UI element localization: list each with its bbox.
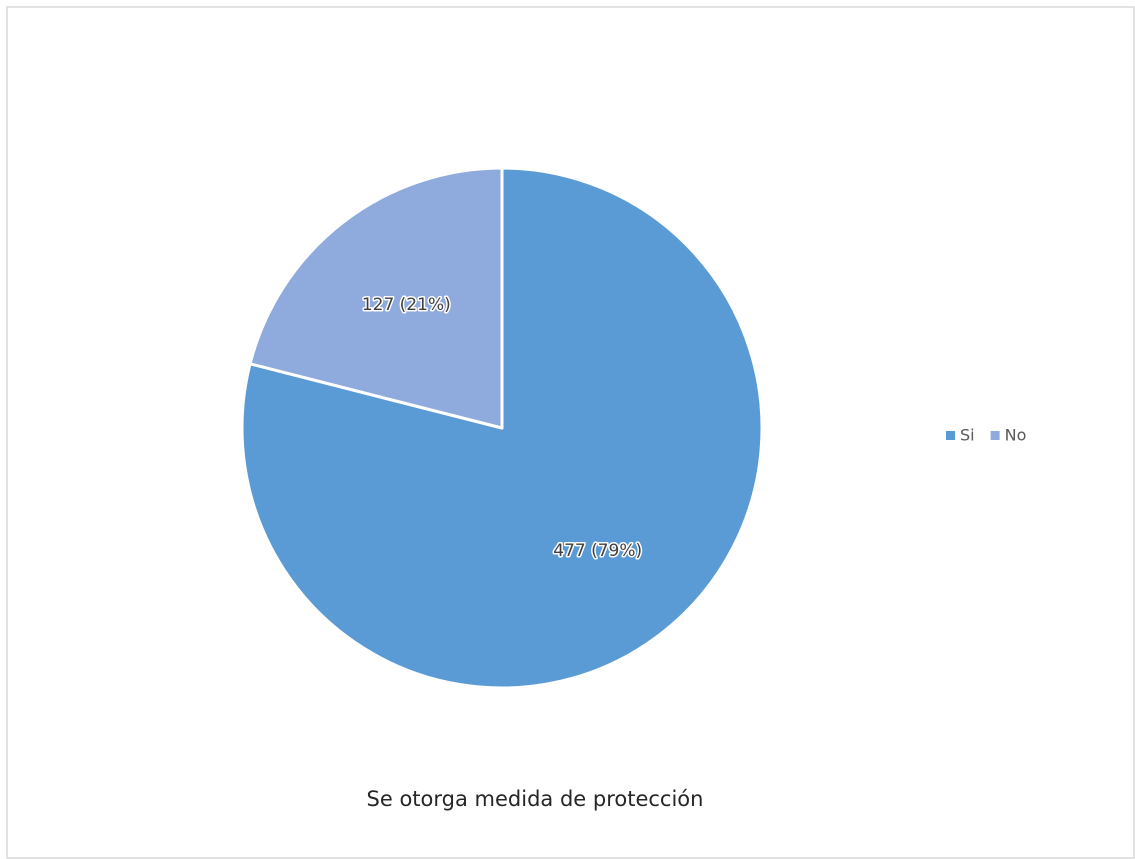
chart-title: Se otorga medida de protección <box>367 787 704 811</box>
data-label: 477 (79%) <box>553 541 642 561</box>
legend-swatch <box>990 431 1000 440</box>
legend-label: Si <box>960 426 975 445</box>
pie-slice <box>240 166 764 690</box>
legend-swatch <box>946 431 955 440</box>
legend-label: No <box>1005 426 1027 445</box>
data-label: 127 (21%) <box>362 295 451 315</box>
pie-slice <box>248 166 504 430</box>
